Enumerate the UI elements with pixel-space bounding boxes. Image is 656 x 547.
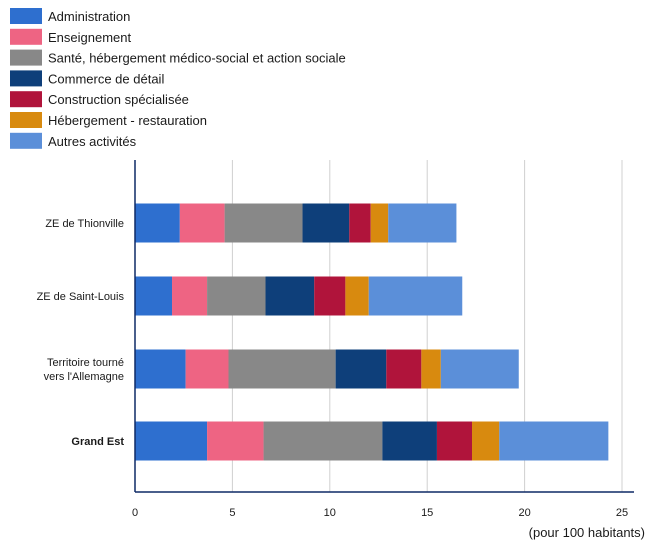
category-label: Grand Est [71, 436, 124, 448]
bar-segment [224, 203, 303, 243]
x-tick-label: 15 [421, 507, 433, 519]
bar-segment [370, 203, 389, 243]
category-labels: ZE de Thionville ZE de Saint-Louis Territo… [37, 218, 125, 448]
legend-label: Enseignement [48, 30, 131, 45]
x-axis-unit-label: (pour 100 habitants) [529, 525, 645, 540]
bar-segment [228, 349, 336, 389]
bar-segment [207, 421, 264, 461]
bar-segment [207, 276, 266, 316]
bar-segment [421, 349, 441, 389]
legend-swatch [10, 49, 42, 66]
bar-segment [302, 203, 350, 243]
legend-label: Commerce de détail [48, 71, 164, 86]
bar-segment [263, 421, 383, 461]
bar-segment [388, 203, 457, 243]
category-label: Territoire tourné vers l'Allemagne [44, 357, 124, 383]
bar-segment [440, 349, 519, 389]
bar-segment [386, 349, 422, 389]
bar-segment [335, 349, 387, 389]
legend-swatch [10, 132, 42, 149]
category-label: ZE de Saint-Louis [37, 291, 125, 303]
legend-label: Autres activités [48, 134, 137, 149]
legend-swatch [10, 28, 42, 45]
bar-segment [179, 203, 225, 243]
x-tick-label: 20 [518, 507, 530, 519]
bar-segment [349, 203, 371, 243]
legend-label: Construction spécialisée [48, 92, 189, 107]
legend-label: Hébergement - restauration [48, 113, 207, 128]
legend-swatch [10, 8, 42, 24]
bar-segment [368, 276, 463, 316]
x-tick-label: 10 [324, 507, 336, 519]
bar-segment [135, 421, 208, 461]
axes [134, 160, 634, 493]
bar-segment [185, 349, 229, 389]
bar-segment [499, 421, 609, 461]
bar-segment [472, 421, 500, 461]
bar-segment [135, 276, 173, 316]
bar-segment [135, 349, 186, 389]
x-tick-label: 25 [616, 507, 628, 519]
legend: Administration Enseignement Santé, héberge… [10, 8, 346, 149]
bar-segment [382, 421, 437, 461]
legend-swatch [10, 112, 42, 128]
x-tick-labels: 0 5 10 15 20 25 [132, 507, 628, 519]
bar-segment [135, 203, 180, 243]
bar-segment [345, 276, 369, 316]
legend-label: Administration [48, 9, 130, 24]
legend-label: Santé, hébergement médico-social et acti… [48, 51, 346, 66]
legend-swatch [10, 70, 42, 87]
x-tick-label: 5 [229, 507, 235, 519]
legend-swatch [10, 91, 42, 108]
bar-segment [172, 276, 208, 316]
bars [135, 203, 609, 461]
bar-segment [436, 421, 473, 461]
category-label: ZE de Thionville [45, 218, 124, 230]
bar-segment [314, 276, 346, 316]
x-tick-label: 0 [132, 507, 138, 519]
bar-segment [265, 276, 315, 316]
